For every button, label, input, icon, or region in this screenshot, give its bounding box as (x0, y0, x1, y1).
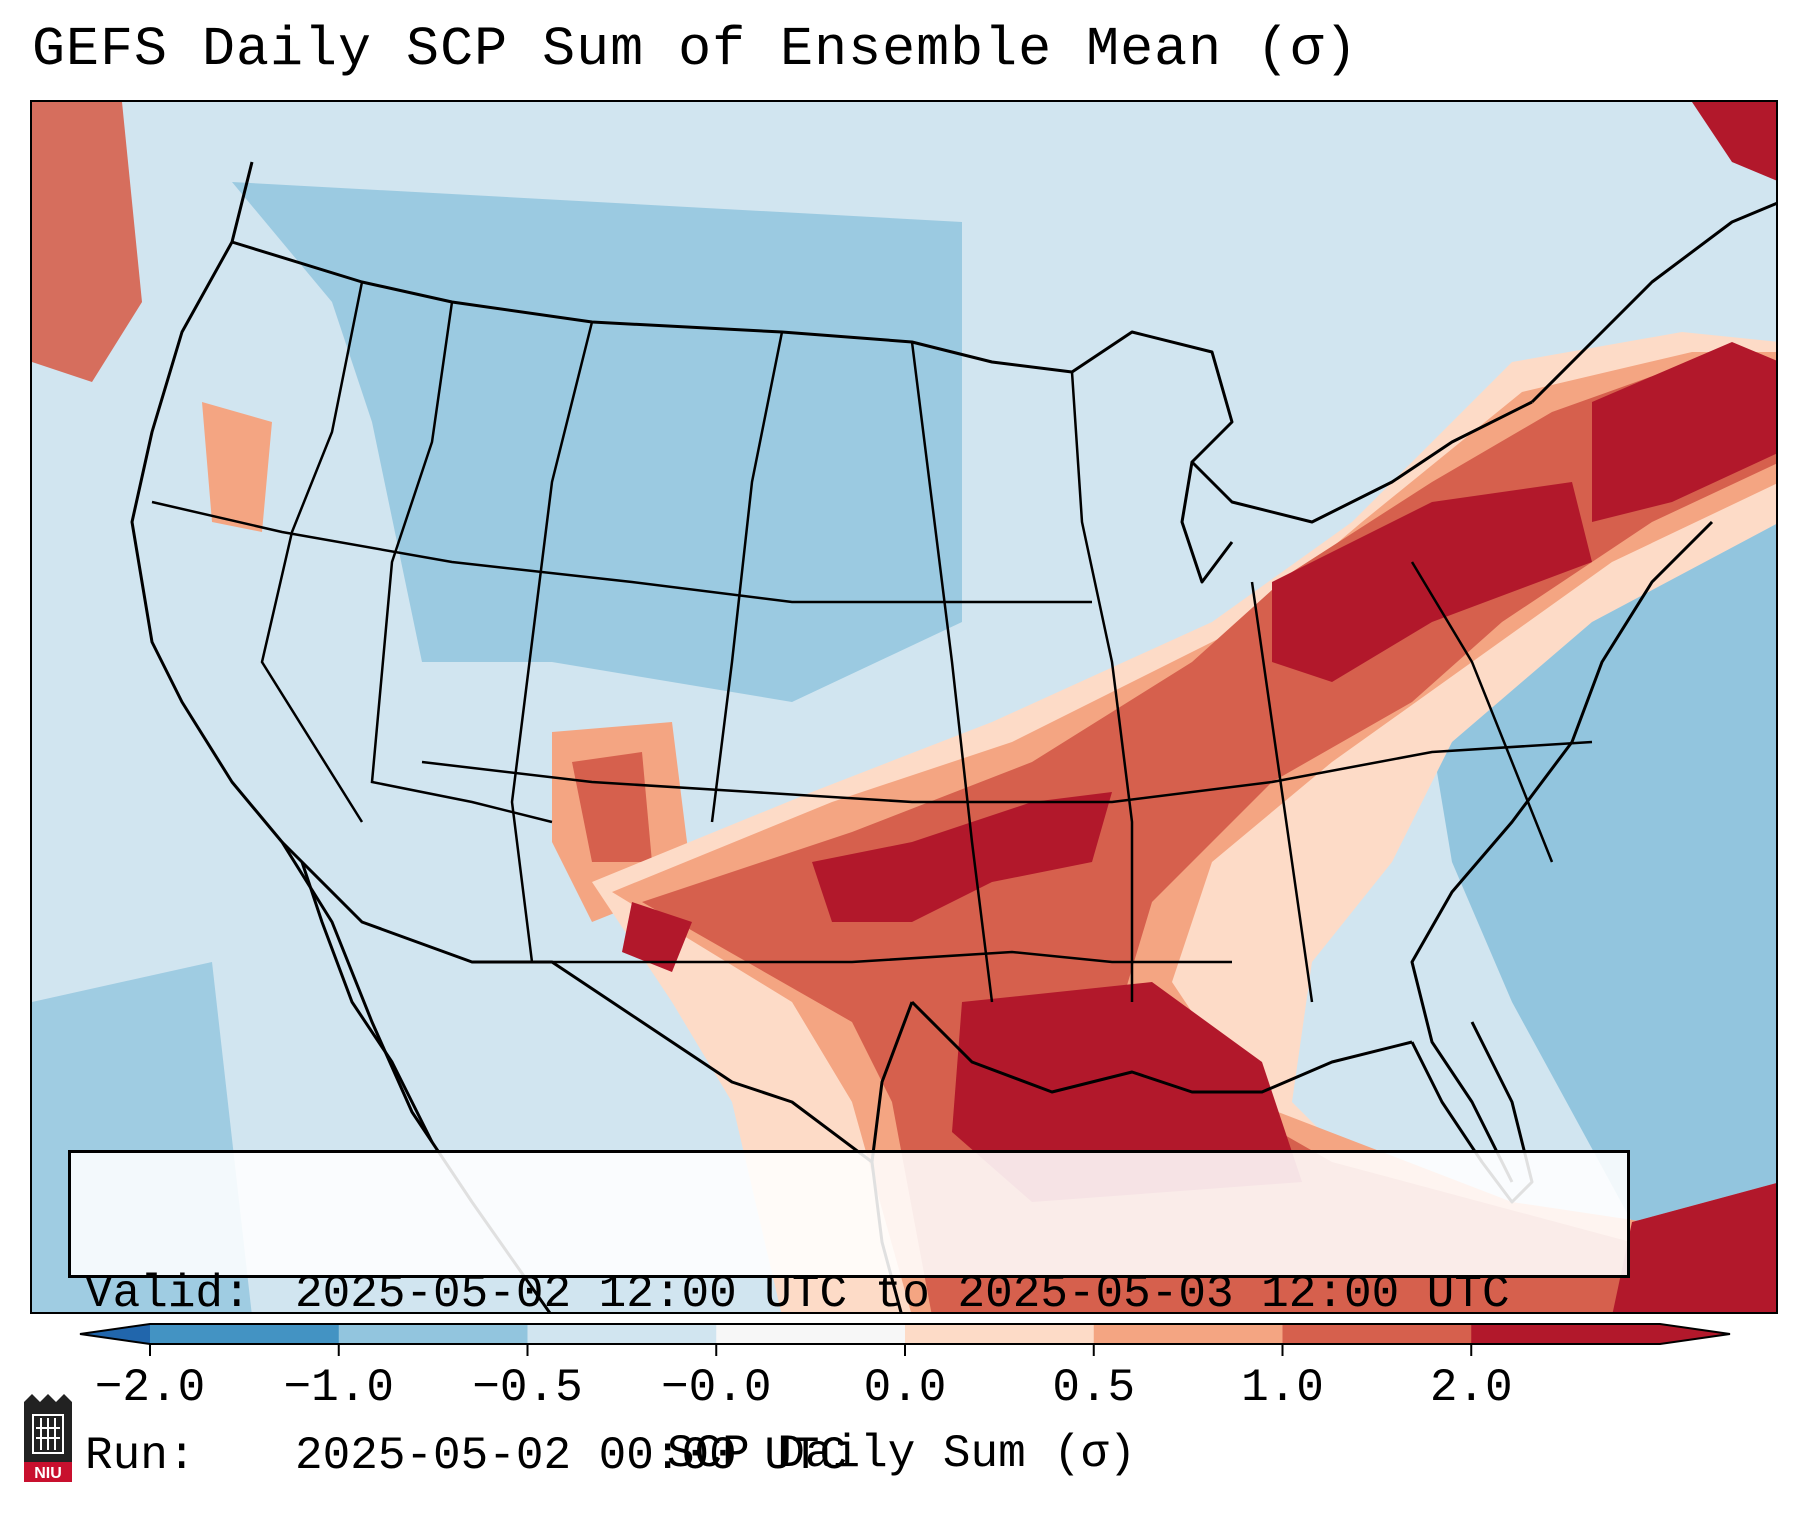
texas-extreme-field (622, 902, 692, 972)
western-plateau-field (232, 182, 962, 702)
quebec-extreme-field (1692, 102, 1776, 181)
run-line: Run: 2025-05-02 00:00 UTC (85, 1429, 1613, 1483)
colorbar-segment (1093, 1324, 1283, 1344)
colorbar-outline (79, 1323, 1731, 1345)
page-title: GEFS Daily SCP Sum of Ensemble Mean (σ) (32, 18, 1359, 81)
east-high-positive-field (642, 362, 1776, 1312)
valid-value: 2025-05-02 12:00 UTC to 2025-05-03 12:00… (295, 1268, 1510, 1320)
colorbar-tick-label: 0.5 (1052, 1362, 1136, 1414)
northeast-extreme-field (1592, 342, 1776, 522)
colorbar-tick-label: 0.0 (863, 1362, 947, 1414)
mexico-border-line (280, 840, 873, 1164)
state-border-line (1410, 561, 1554, 863)
colorbar-label: SCP Daily Sum (σ) (666, 1428, 1137, 1480)
new-mexico-core-field (572, 752, 652, 862)
state-border-line (1070, 371, 1134, 1002)
east-coast-line (1410, 520, 1714, 1183)
oregon-positive-field (202, 402, 272, 532)
state-border-line (151, 500, 1092, 604)
state-border-line (370, 301, 553, 824)
state-border-line (421, 740, 1593, 804)
valid-line: Valid: 2025-05-02 12:00 UTC to 2025-05-03… (85, 1267, 1613, 1321)
niu-logo: NIU (24, 1394, 72, 1482)
state-borders (151, 281, 1593, 1003)
gulf-coast-line (910, 1000, 1413, 1094)
colorbar-tick-label: −0.5 (472, 1362, 583, 1414)
state-border-line (552, 950, 1232, 964)
colorbar-segment (905, 1324, 1095, 1344)
map-panel (30, 100, 1778, 1314)
colorbar-tick-label: −2.0 (94, 1362, 206, 1414)
baja-coast-line (300, 861, 434, 1143)
west-coast-line (130, 161, 552, 1312)
canada-us-border-line (231, 240, 1073, 374)
colorbar-tick-label: 2.0 (1429, 1362, 1513, 1414)
colorbar-segment (527, 1324, 717, 1344)
state-border-line (510, 321, 594, 963)
colorbar-tick-label: −1.0 (283, 1362, 394, 1414)
logo-text: NIU (34, 1465, 62, 1482)
colorbar-segment (150, 1324, 340, 1344)
gulf-extreme-field (952, 982, 1302, 1202)
colorbar-extend-high (1660, 1324, 1730, 1344)
northeast-coast-line (1530, 202, 1776, 404)
plains-extreme-field (812, 792, 1112, 922)
caribbean-extreme-field (1612, 1183, 1776, 1312)
run-value: 2025-05-02 00:00 UTC (295, 1430, 848, 1482)
scp-map (32, 102, 1776, 1312)
pacific-nw-field (32, 102, 142, 382)
lake-michigan-line (1180, 461, 1234, 584)
state-border-line (260, 281, 364, 823)
run-key: Run: (85, 1430, 196, 1482)
state-border-line (1250, 581, 1314, 1003)
valid-key: Valid: (85, 1268, 251, 1320)
great-lakes-line (1071, 330, 1533, 524)
colorbar-tick-label: −0.0 (661, 1362, 772, 1414)
colorbar-tick-label: 1.0 (1241, 1362, 1324, 1414)
state-border-line (910, 341, 994, 1003)
colorbar-segment (338, 1324, 528, 1344)
state-border-line (710, 331, 784, 823)
colorbar-segment (716, 1324, 906, 1344)
colorbar-extend-low (80, 1324, 150, 1344)
ohio-extreme-field (1272, 482, 1592, 682)
valid-run-info-box: Valid: 2025-05-02 12:00 UTC to 2025-05-03… (68, 1150, 1630, 1482)
colorbar (79, 1323, 1731, 1356)
colorbar-segment (1471, 1324, 1661, 1344)
colorbar-segment (1282, 1324, 1472, 1344)
